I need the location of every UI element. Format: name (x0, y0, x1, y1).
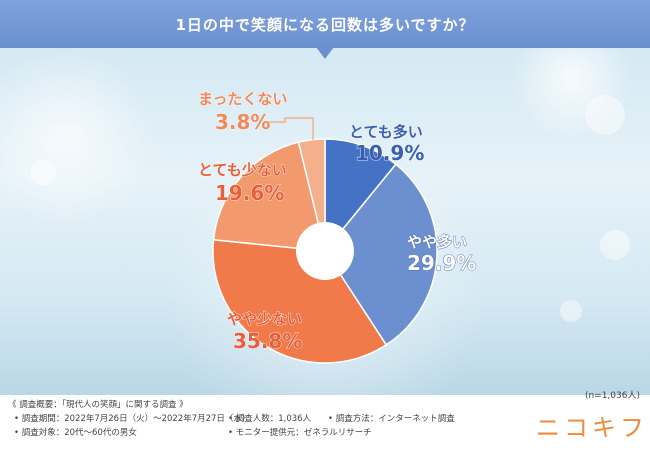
slice-yaya-sukunai (212, 238, 388, 364)
survey-footer: 《 調査概要：「現代人の笑顔」に関する調査 》 • 調査期間：2022年7月26… (0, 395, 650, 450)
footer-method: • 調査方法：インターネット調査 (328, 414, 455, 424)
bokeh-light (585, 95, 625, 135)
label-name-totemo-ooi: とても多い (349, 123, 423, 141)
bokeh-light (30, 160, 56, 186)
chart-title: 1日の中で笑顔になる回数は多いですか？ (0, 0, 650, 48)
footer-people: • 調査人数：1,036人 (228, 414, 312, 424)
label-name-yaya-ooi: やや多い (407, 233, 467, 251)
label-value-totemo-ooi: 10.9% (355, 141, 424, 165)
footer-heading: 《 調査概要：「現代人の笑顔」に関する調査 》 (8, 400, 188, 410)
label-value-totemo-sukunai: 19.6% (215, 181, 284, 205)
slice-totemo-ooi (324, 138, 397, 254)
slice-totemo-sukunai (212, 141, 326, 252)
leader-line-mattakunai (268, 117, 314, 140)
title-pointer (316, 47, 334, 59)
sample-size-note: (n=1,036人) (584, 391, 640, 401)
label-name-totemo-sukunai: とても少ない (198, 161, 287, 179)
label-value-mattakunai: 3.8% (215, 110, 270, 134)
label-value-yaya-ooi: 29.9% (407, 251, 476, 275)
bokeh-light (560, 300, 582, 322)
label-name-mattakunai: まったくない (198, 90, 287, 108)
label-value-yaya-sukunai: 35.8% (233, 329, 302, 353)
brand-logo: ニコキフ (536, 414, 648, 442)
donut-hole (296, 222, 354, 280)
footer-period: • 調査期間：2022年7月26日（火）～2022年7月27日（水） (14, 414, 251, 424)
label-name-yaya-sukunai: やや少ない (227, 310, 302, 328)
slice-yaya-ooi (324, 163, 438, 346)
footer-target: • 調査対象：20代～60代の男女 (14, 428, 137, 438)
donut-chart: とても多い 10.9% やや多い 29.9% やや少ない 35.8% とても少な… (198, 90, 477, 364)
footer-provider: • モニター提供元：ゼネラルリサーチ (228, 428, 372, 438)
bokeh-light (600, 230, 630, 260)
